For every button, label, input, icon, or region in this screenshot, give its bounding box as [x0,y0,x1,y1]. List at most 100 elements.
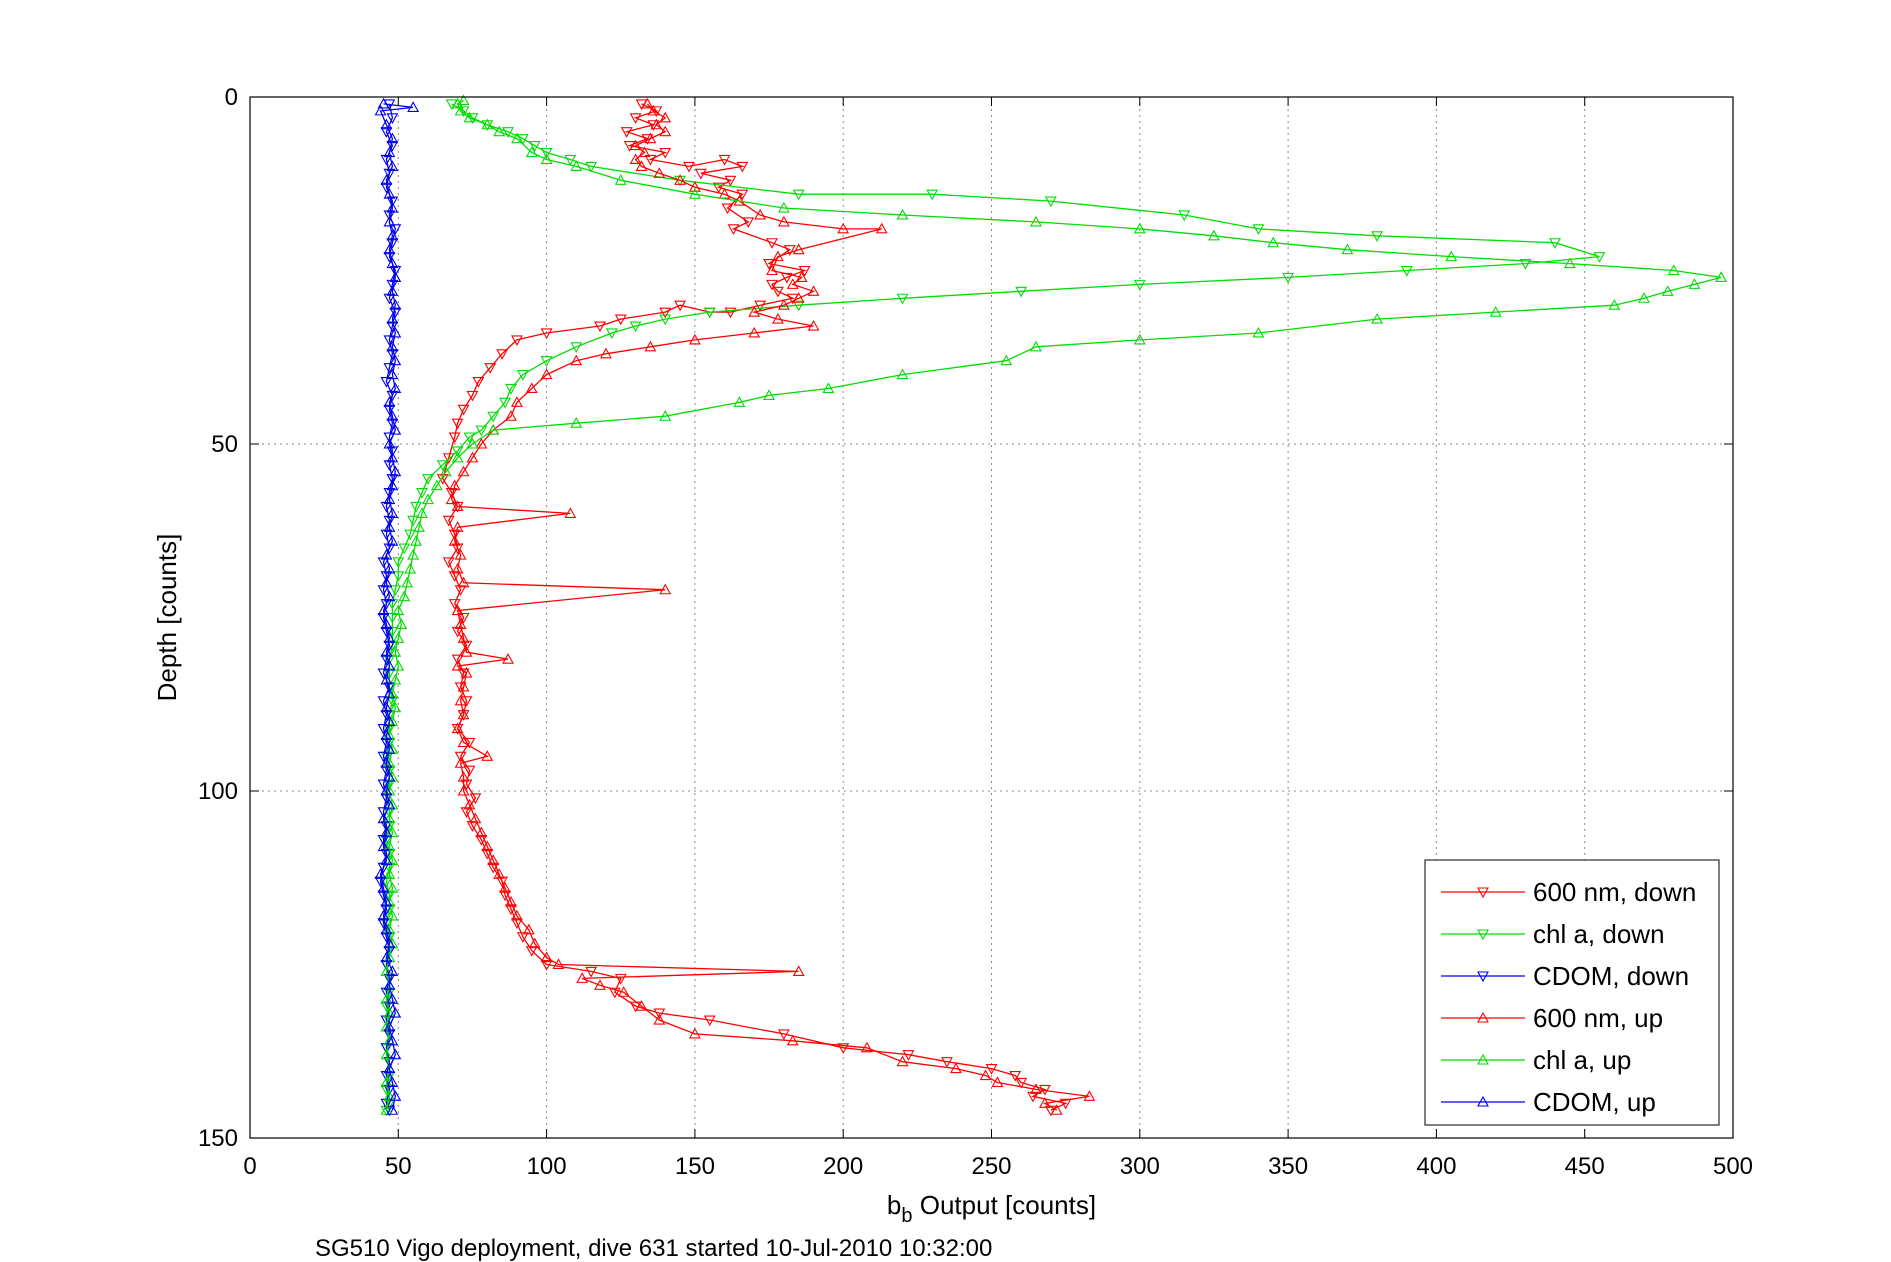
data-point [386,612,399,624]
data-point [380,501,393,513]
data-point [594,979,606,990]
data-point [383,890,396,902]
legend-marker [1477,1053,1489,1065]
data-point [386,535,399,546]
data-point [585,161,598,173]
data-point [389,465,402,477]
data-point [629,113,642,124]
data-point [763,259,775,270]
data-point [635,1000,648,1011]
data-point [395,618,408,629]
data-point [457,465,470,477]
data-point [430,479,443,491]
data-point [763,389,775,400]
data-point [386,340,399,352]
legend-marker [1477,929,1489,941]
data-point [540,153,553,165]
data-point [540,951,553,963]
data-point [380,993,393,1004]
data-point [786,1034,799,1046]
data-point [694,168,707,180]
data-point [472,376,485,388]
data-point [792,243,805,255]
data-point [576,972,589,983]
data-point [594,321,606,333]
data-point [484,363,497,374]
data-point [457,632,470,643]
data-point [659,111,672,123]
data-point [463,798,476,810]
data-point [525,382,538,394]
data-point [674,174,687,185]
data-point [383,937,396,949]
data-point [516,370,529,381]
data-point [659,307,672,319]
data-point [949,1062,962,1074]
data-point [460,640,473,652]
data-point [377,812,390,824]
data-point [445,493,458,505]
data-point [386,826,399,838]
data-point [638,146,651,158]
data-point [448,571,461,582]
data-point [380,1104,393,1115]
data-point [389,646,402,657]
data-point [1593,252,1606,263]
data-point [386,1104,399,1115]
data-point [386,285,399,296]
data-point [525,946,538,957]
data-point [688,333,701,345]
data-point [389,265,402,277]
data-point [448,529,461,541]
data-point [683,161,695,173]
data-point [386,1076,399,1088]
data-point [1563,257,1576,269]
data-point [386,196,399,208]
data-point [1282,272,1295,284]
data-point [380,376,393,388]
data-point [1661,285,1674,296]
data-point [448,599,461,610]
data-point [439,465,452,477]
data-point [727,224,740,235]
data-point [493,125,506,137]
data-point [380,987,393,999]
data-point [712,182,725,194]
data-point [1178,210,1191,222]
data-point [1009,1070,1022,1082]
data-point [377,835,390,846]
data-point [511,132,523,144]
data-point [383,1062,396,1074]
data-point [525,146,538,158]
data-point [481,840,494,852]
data-point [383,146,396,158]
data-point [511,918,523,929]
data-point [896,293,909,305]
data-point [1133,333,1146,345]
data-point [1030,1083,1042,1094]
data-point [445,488,458,499]
data-point [392,659,405,671]
data-point [380,154,393,166]
data-point [451,604,464,616]
y-axis-label: Depth [counts] [152,534,182,702]
data-point [469,812,482,824]
data-point [457,784,470,796]
data-point [383,488,396,499]
data-point [389,1090,402,1101]
legend-box [1424,859,1720,1126]
data-point [457,680,470,692]
data-point [792,965,805,976]
data-point [377,557,390,569]
x-tick-label: 100 [527,1153,567,1180]
data-point [552,958,565,970]
data-point [629,321,642,333]
data-point [377,751,390,763]
data-point [772,250,784,262]
series-1 [380,99,1606,1117]
data-point [389,1048,402,1060]
data-point [540,959,553,971]
data-point [772,312,784,324]
data-point [522,923,535,935]
data-point [404,529,417,541]
